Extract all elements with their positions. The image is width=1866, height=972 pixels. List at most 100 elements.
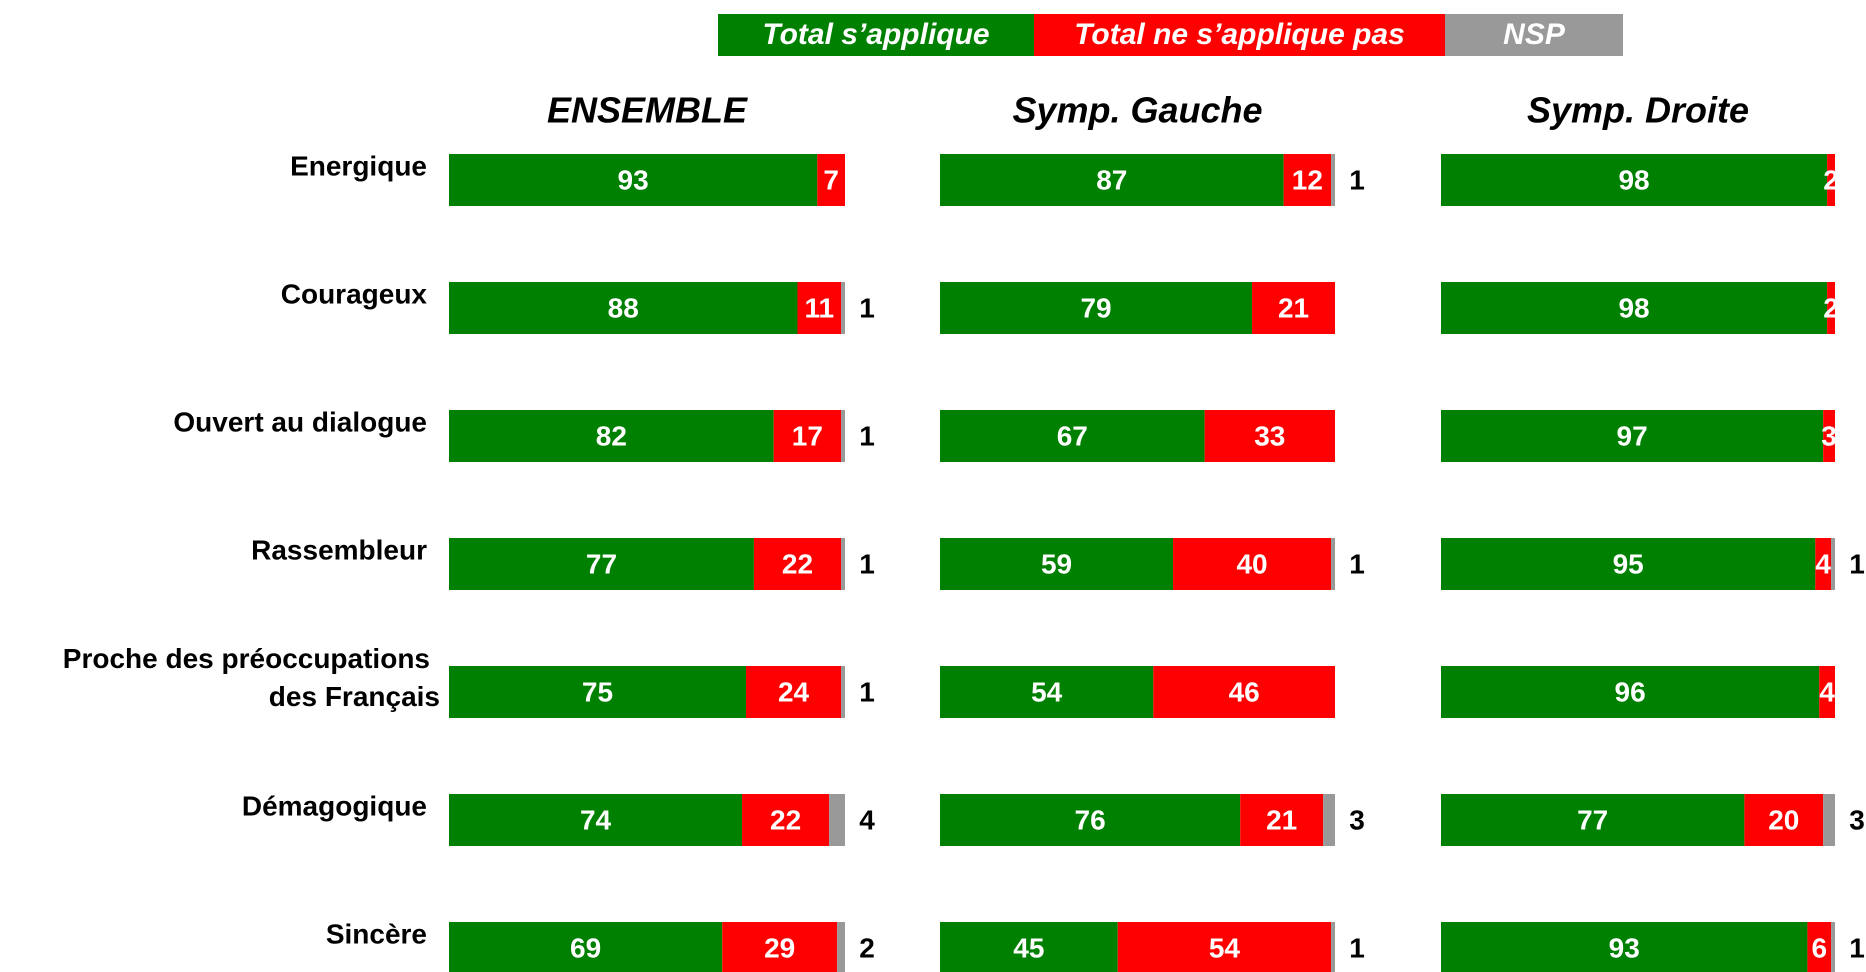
- panel-title: Symp. Droite: [1527, 90, 1749, 131]
- category-label: Démagogique: [242, 790, 427, 821]
- category-label: Sincère: [326, 918, 427, 949]
- value-label: 21: [1278, 292, 1309, 323]
- value-label: 88: [608, 292, 639, 323]
- bar-segment: [1827, 282, 1835, 334]
- value-label: 3: [1349, 804, 1365, 835]
- value-label: 40: [1236, 548, 1267, 579]
- bar-segment: [1173, 538, 1332, 590]
- value-label: 3: [1849, 804, 1865, 835]
- value-label: 77: [1577, 804, 1608, 835]
- value-label: 54: [1031, 676, 1063, 707]
- bar-segment: [841, 282, 845, 334]
- bar-segment: [940, 922, 1118, 972]
- legend-label: Total s’applique: [762, 18, 989, 51]
- bar-segment: [1323, 794, 1335, 846]
- value-label: 74: [580, 804, 612, 835]
- bar-segment: [449, 282, 798, 334]
- bar-segment: [1831, 538, 1835, 590]
- bar-segment: [841, 666, 845, 718]
- value-label: 1: [1349, 548, 1365, 579]
- value-label: 93: [1609, 932, 1640, 963]
- bar-segment: [797, 282, 842, 334]
- bar-segment: [1823, 410, 1835, 462]
- value-label: 22: [782, 548, 813, 579]
- value-label: 33: [1254, 420, 1285, 451]
- value-label: 2: [1823, 164, 1839, 195]
- value-label: 87: [1096, 164, 1127, 195]
- value-label: 98: [1618, 164, 1649, 195]
- bar-segment: [940, 410, 1205, 462]
- category-label: Rassembleur: [251, 534, 427, 565]
- value-label: 98: [1618, 292, 1649, 323]
- bar-segment: [1441, 282, 1828, 334]
- bar-segment: [940, 154, 1284, 206]
- value-label: 75: [582, 676, 613, 707]
- value-label: 12: [1292, 164, 1323, 195]
- value-label: 1: [1349, 164, 1365, 195]
- value-label: 4: [859, 804, 875, 835]
- value-label: 93: [618, 164, 649, 195]
- bar-segment: [449, 666, 746, 718]
- bar-segment: [753, 538, 842, 590]
- value-label: 7: [823, 164, 839, 195]
- bar-segment: [1831, 922, 1835, 972]
- value-label: 1: [859, 676, 875, 707]
- bar-segment: [449, 922, 723, 972]
- category-label: Ouvert au dialogue: [173, 406, 427, 437]
- category-label: Energique: [290, 150, 427, 181]
- value-label: 21: [1266, 804, 1297, 835]
- bar-segment: [940, 282, 1253, 334]
- category-label: Courageux: [281, 278, 428, 309]
- value-label: 45: [1013, 932, 1044, 963]
- bar-segment: [940, 666, 1154, 718]
- value-label: 1: [1849, 548, 1865, 579]
- bar-segment: [1331, 154, 1335, 206]
- bar-segment: [449, 538, 754, 590]
- bar-segment: [1240, 794, 1324, 846]
- bar-segment: [940, 794, 1241, 846]
- bar-segment: [449, 410, 774, 462]
- bar-segment: [1204, 410, 1335, 462]
- value-label: 1: [859, 420, 875, 451]
- value-label: 95: [1613, 548, 1644, 579]
- bar-segment: [1827, 154, 1835, 206]
- bar-segment: [1744, 794, 1824, 846]
- value-label: 3: [1821, 420, 1837, 451]
- bar-segment: [773, 410, 842, 462]
- value-label: 6: [1811, 932, 1827, 963]
- bar-segment: [722, 922, 838, 972]
- bar-segment: [1441, 538, 1816, 590]
- value-label: 1: [1849, 932, 1865, 963]
- bar-segment: [1823, 794, 1835, 846]
- value-label: 54: [1209, 932, 1241, 963]
- value-label: 20: [1768, 804, 1799, 835]
- panel-title: ENSEMBLE: [547, 90, 748, 131]
- value-label: 46: [1229, 676, 1260, 707]
- value-label: 2: [859, 932, 875, 963]
- value-label: 76: [1075, 804, 1106, 835]
- value-label: 67: [1057, 420, 1088, 451]
- bar-segment: [1815, 538, 1832, 590]
- bar-segment: [1441, 922, 1808, 972]
- bar-segment: [742, 794, 830, 846]
- value-label: 11: [804, 292, 834, 323]
- bar-segment: [1331, 922, 1335, 972]
- bar-segment: [746, 666, 842, 718]
- value-label: 2: [1823, 292, 1839, 323]
- value-label: 79: [1080, 292, 1111, 323]
- legend-swatch: [718, 14, 1034, 56]
- value-label: 4: [1815, 548, 1831, 579]
- bar-segment: [1283, 154, 1332, 206]
- bar-segment: [449, 154, 818, 206]
- bar-segment: [841, 410, 845, 462]
- bar-segment: [1331, 538, 1335, 590]
- bar-segment: [817, 154, 845, 206]
- bar-segment: [449, 794, 743, 846]
- bar-segment: [1252, 282, 1335, 334]
- bar-segment: [829, 794, 845, 846]
- bar-segment: [1441, 794, 1745, 846]
- legend-swatch: [1445, 14, 1623, 56]
- bar-segment: [1807, 922, 1832, 972]
- bar-segment: [1153, 666, 1335, 718]
